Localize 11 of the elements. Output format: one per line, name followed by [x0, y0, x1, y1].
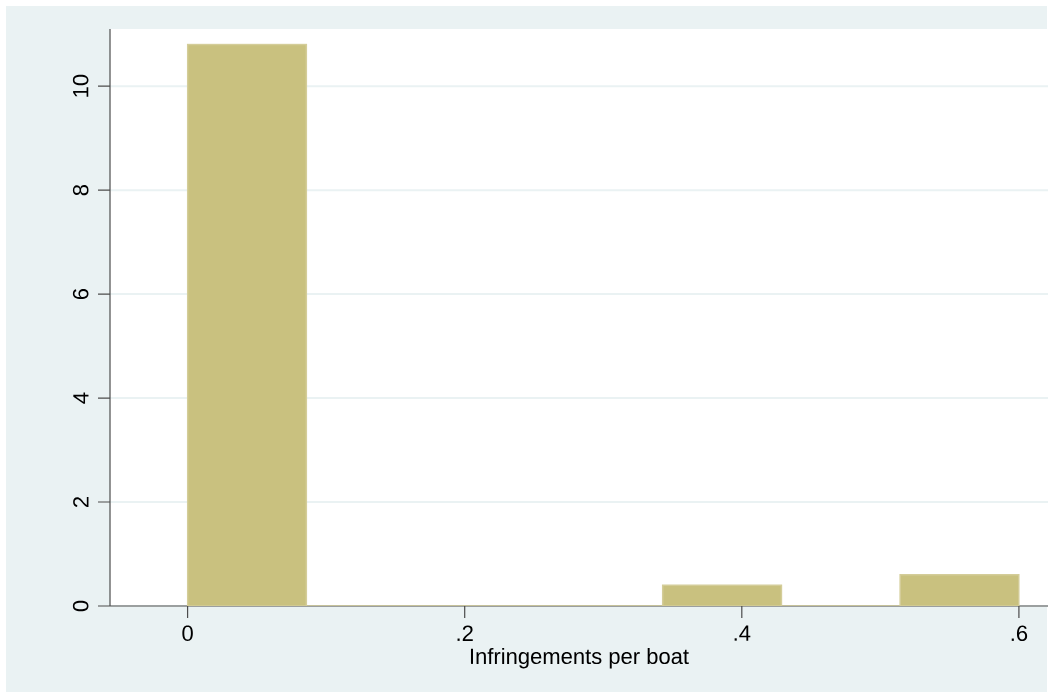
x-tick-label: .4 — [734, 625, 751, 641]
x-tick-label: .6 — [1011, 625, 1028, 642]
y-tick-label: 10 — [72, 74, 89, 97]
x-axis-title: Infringements per boat — [470, 647, 689, 669]
y-tick-label: 8 — [72, 184, 89, 196]
y-tick-label: 6 — [72, 288, 89, 300]
y-tick-label: 2 — [73, 497, 89, 508]
y-tick-label: 0 — [72, 600, 89, 612]
x-tick-label: 0 — [182, 625, 193, 642]
x-tick-label: .2 — [457, 625, 473, 641]
y-tick-label: 4 — [73, 392, 89, 404]
